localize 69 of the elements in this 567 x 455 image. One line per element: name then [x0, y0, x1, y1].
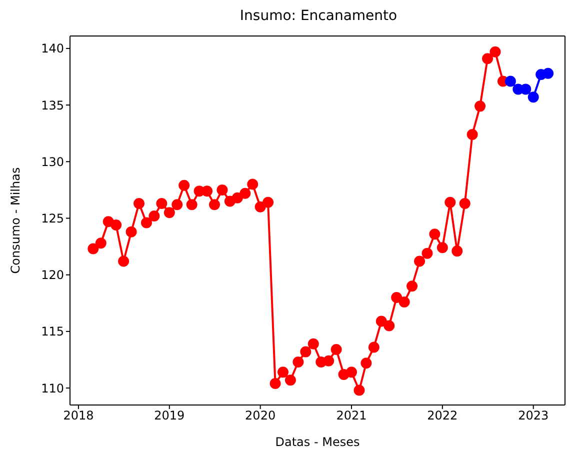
point — [240, 188, 251, 199]
point — [520, 84, 532, 95]
x-tick-label: 2020 — [245, 408, 276, 423]
point — [126, 226, 137, 238]
point — [178, 180, 190, 191]
point — [436, 242, 448, 254]
y-tick-label: 135 — [41, 98, 64, 112]
point — [354, 384, 365, 396]
point — [542, 68, 554, 79]
point — [360, 358, 372, 369]
y-tick-label: 140 — [41, 42, 64, 56]
point — [270, 378, 281, 389]
x-tick-label: 2021 — [336, 408, 367, 423]
point — [346, 366, 358, 378]
point — [202, 186, 213, 197]
chart-title: Insumo: Encanamento — [238, 8, 398, 24]
point — [504, 76, 516, 87]
point — [376, 316, 387, 327]
point — [452, 246, 463, 257]
point — [490, 46, 501, 58]
point — [398, 296, 410, 308]
x-tick-label: 2018 — [63, 408, 94, 423]
y-tick-label: 115 — [41, 324, 64, 339]
point — [186, 199, 198, 210]
point — [391, 292, 402, 303]
point — [254, 201, 266, 212]
point — [208, 199, 220, 210]
point — [444, 196, 456, 208]
y-tick-label: 110 — [41, 381, 64, 396]
y-tick-label: 125 — [41, 211, 64, 226]
point — [134, 198, 145, 210]
x-axis-title: Datas - Meses — [275, 435, 360, 449]
point — [95, 238, 106, 249]
point — [164, 207, 175, 218]
point — [474, 100, 486, 112]
point — [247, 178, 258, 190]
point — [323, 355, 334, 366]
point — [148, 210, 160, 222]
y-tick-label: 120 — [41, 268, 64, 282]
point — [88, 243, 99, 254]
point — [292, 356, 304, 368]
point — [140, 217, 152, 228]
point — [277, 366, 288, 378]
point — [429, 228, 440, 240]
point — [262, 196, 274, 208]
x-tick-label: 2023 — [518, 408, 549, 423]
point — [482, 53, 494, 64]
point — [368, 342, 380, 353]
point — [156, 198, 168, 210]
x-tick-label: 2022 — [427, 408, 458, 423]
y-axis-title: Consumo - Milhas — [8, 167, 22, 274]
point — [330, 344, 342, 356]
x-tick-label: 2019 — [154, 408, 185, 423]
point — [422, 248, 433, 259]
point — [118, 256, 130, 267]
point — [300, 346, 312, 358]
point — [308, 338, 319, 350]
y-tick-label: 130 — [41, 154, 64, 169]
point — [232, 192, 243, 204]
point — [384, 320, 395, 332]
point — [528, 92, 539, 103]
point — [110, 220, 122, 231]
point — [466, 128, 478, 140]
point — [172, 199, 183, 210]
point — [284, 374, 296, 386]
point — [406, 280, 418, 292]
point — [459, 198, 470, 210]
point — [414, 256, 426, 267]
point — [216, 184, 228, 196]
